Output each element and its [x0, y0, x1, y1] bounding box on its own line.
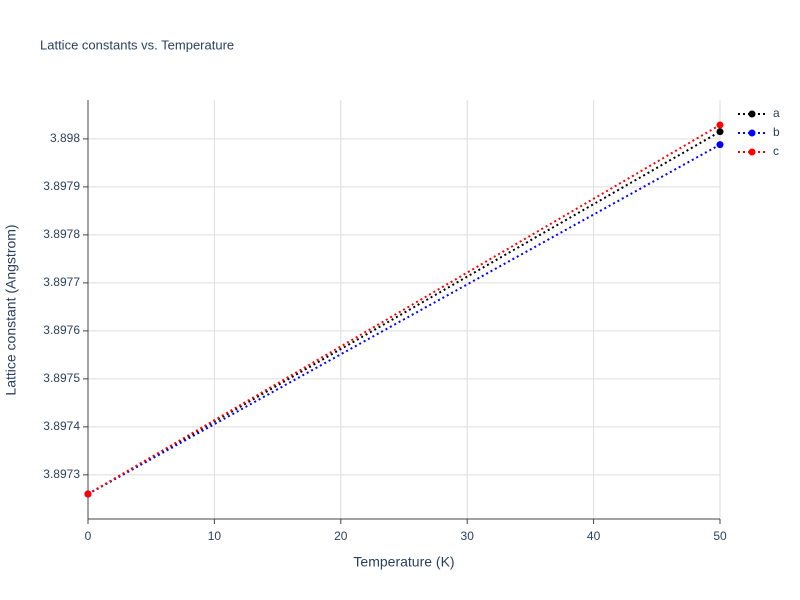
- legend-marker: [748, 129, 756, 137]
- series-line: [87, 124, 721, 495]
- y-tick-label: 3.8977: [43, 275, 80, 289]
- legend-label: c: [773, 144, 779, 158]
- point: [716, 121, 724, 129]
- series-line: [87, 130, 721, 495]
- legend-marker: [748, 110, 756, 118]
- legend-marker: [748, 148, 756, 156]
- y-tick-label: 3.8979: [43, 179, 80, 193]
- y-tick-label: 3.8976: [43, 323, 80, 337]
- point: [84, 490, 92, 498]
- legend-label: a: [773, 106, 780, 120]
- y-tick-label: 3.8978: [43, 227, 80, 241]
- x-tick-label: 40: [587, 529, 601, 543]
- x-tick-label: 50: [713, 529, 727, 543]
- x-tick-label: 30: [461, 529, 475, 543]
- y-axis-title: Lattice constant (Angstrom): [3, 224, 19, 395]
- y-tick-label: 3.898: [50, 131, 80, 145]
- point: [716, 128, 724, 136]
- series-line: [87, 143, 721, 495]
- point: [716, 141, 724, 149]
- y-tick-label: 3.8974: [43, 419, 80, 433]
- legend-label: b: [773, 125, 780, 139]
- x-tick-label: 0: [85, 529, 92, 543]
- chart-title: Lattice constants vs. Temperature: [40, 37, 234, 52]
- x-tick-label: 20: [334, 529, 348, 543]
- y-tick-label: 3.8975: [43, 371, 80, 385]
- x-tick-label: 10: [208, 529, 222, 543]
- x-axis-title: Temperature (K): [353, 554, 454, 570]
- y-tick-label: 3.8973: [43, 467, 80, 481]
